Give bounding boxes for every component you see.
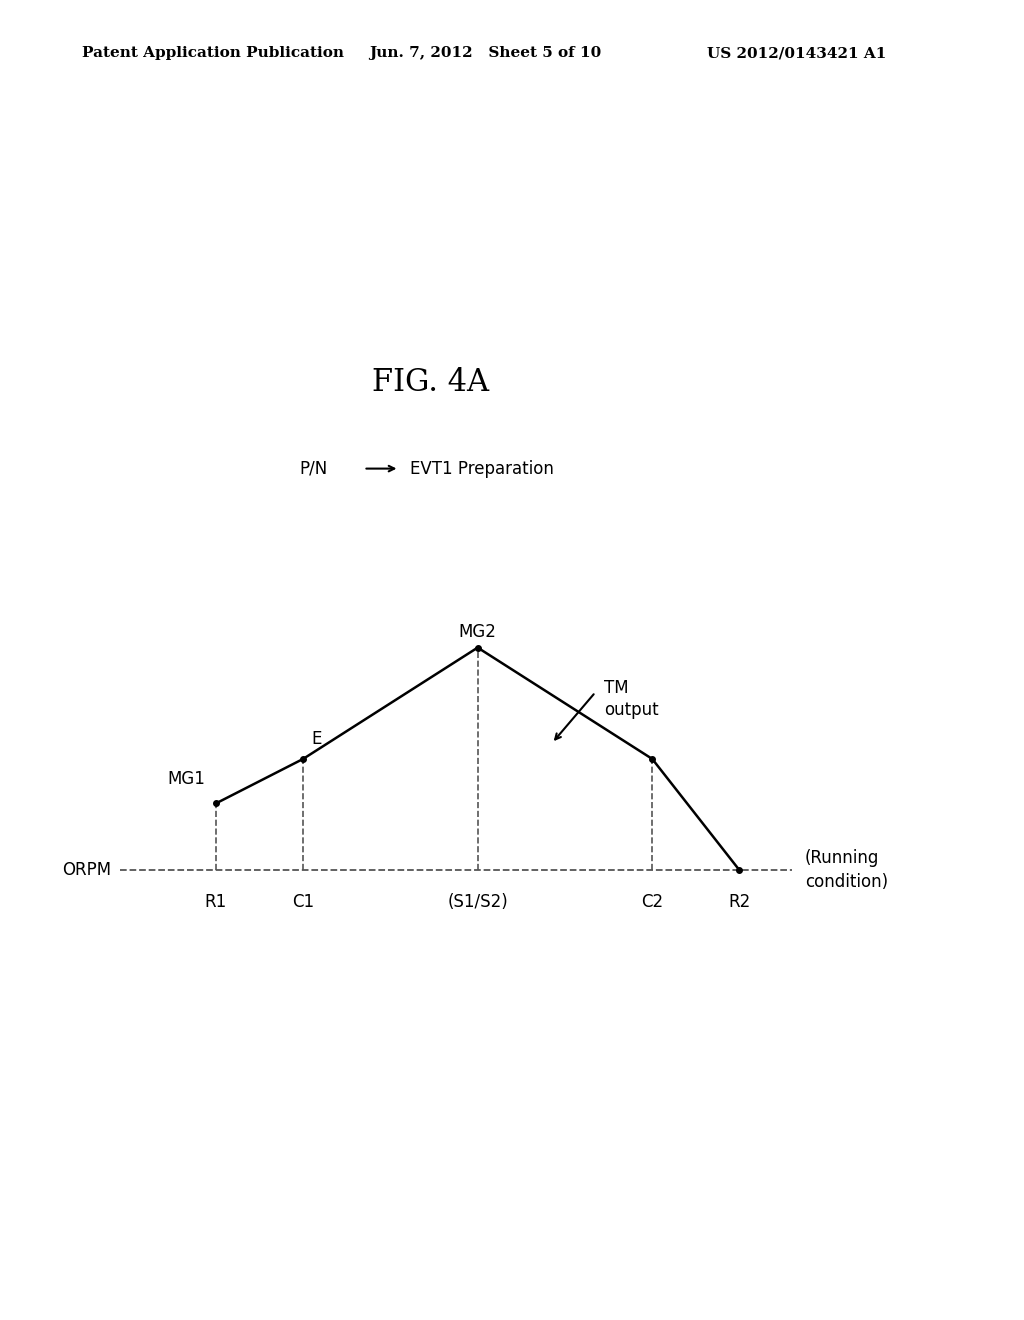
Text: C2: C2 bbox=[641, 892, 664, 911]
Text: P/N: P/N bbox=[299, 459, 328, 478]
Text: MG1: MG1 bbox=[168, 770, 206, 788]
Text: MG2: MG2 bbox=[459, 623, 497, 642]
Text: (Running
condition): (Running condition) bbox=[805, 850, 888, 891]
Text: E: E bbox=[312, 730, 323, 748]
Text: C1: C1 bbox=[292, 892, 314, 911]
Text: Patent Application Publication: Patent Application Publication bbox=[82, 46, 344, 61]
Text: EVT1 Preparation: EVT1 Preparation bbox=[410, 459, 554, 478]
Text: ORPM: ORPM bbox=[62, 861, 112, 879]
Text: US 2012/0143421 A1: US 2012/0143421 A1 bbox=[707, 46, 886, 61]
Text: TM
output: TM output bbox=[604, 678, 658, 719]
Text: FIG. 4A: FIG. 4A bbox=[372, 367, 488, 399]
Text: Jun. 7, 2012   Sheet 5 of 10: Jun. 7, 2012 Sheet 5 of 10 bbox=[369, 46, 601, 61]
Text: R2: R2 bbox=[728, 892, 751, 911]
Text: (S1/S2): (S1/S2) bbox=[447, 892, 508, 911]
Text: R1: R1 bbox=[205, 892, 227, 911]
